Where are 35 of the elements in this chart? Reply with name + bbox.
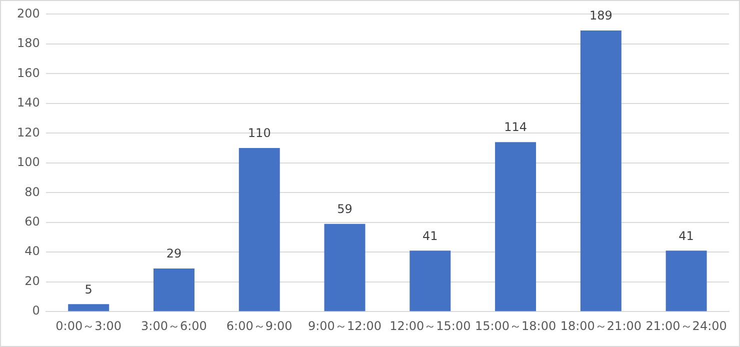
y-tick-label: 20 xyxy=(24,274,40,288)
y-tick-label: 40 xyxy=(24,244,40,258)
data-label: 41 xyxy=(678,228,694,243)
bar xyxy=(410,250,451,312)
y-tick-label: 200 xyxy=(17,6,40,20)
x-tick-label: 0:00～3:00 xyxy=(56,318,122,333)
data-label: 110 xyxy=(248,126,271,140)
y-tick-label: 120 xyxy=(17,125,40,140)
y-tick-label: 60 xyxy=(24,214,40,229)
y-tick-label: 160 xyxy=(17,66,40,80)
data-label: 114 xyxy=(504,120,527,134)
y-tick-label: 0 xyxy=(32,304,40,318)
data-label: 41 xyxy=(422,228,438,243)
x-tick-label: 21:00～24:00 xyxy=(646,318,727,333)
bar xyxy=(238,148,280,312)
x-tick-label: 18:00～21:00 xyxy=(560,318,642,333)
x-tick-label: 6:00～9:00 xyxy=(226,318,292,333)
x-tick-label: 9:00～12:00 xyxy=(308,318,382,333)
y-tick-label: 180 xyxy=(17,36,40,50)
x-tick-label: 3:00～6:00 xyxy=(141,318,207,333)
bar xyxy=(68,304,110,312)
bar xyxy=(580,30,622,312)
data-label: 29 xyxy=(166,246,182,261)
data-label: 59 xyxy=(337,202,352,216)
y-tick-label: 80 xyxy=(24,184,40,199)
bar xyxy=(666,250,707,312)
data-label: 5 xyxy=(84,282,92,296)
bar xyxy=(495,142,536,312)
x-tick-label: 12:00～15:00 xyxy=(390,318,471,333)
x-tick-label: 15:00～18:00 xyxy=(474,318,556,333)
y-tick-label: 100 xyxy=(17,155,40,170)
data-label: 189 xyxy=(589,8,612,23)
bar xyxy=(324,224,366,312)
bar xyxy=(153,268,194,312)
y-tick-label: 140 xyxy=(17,96,40,110)
